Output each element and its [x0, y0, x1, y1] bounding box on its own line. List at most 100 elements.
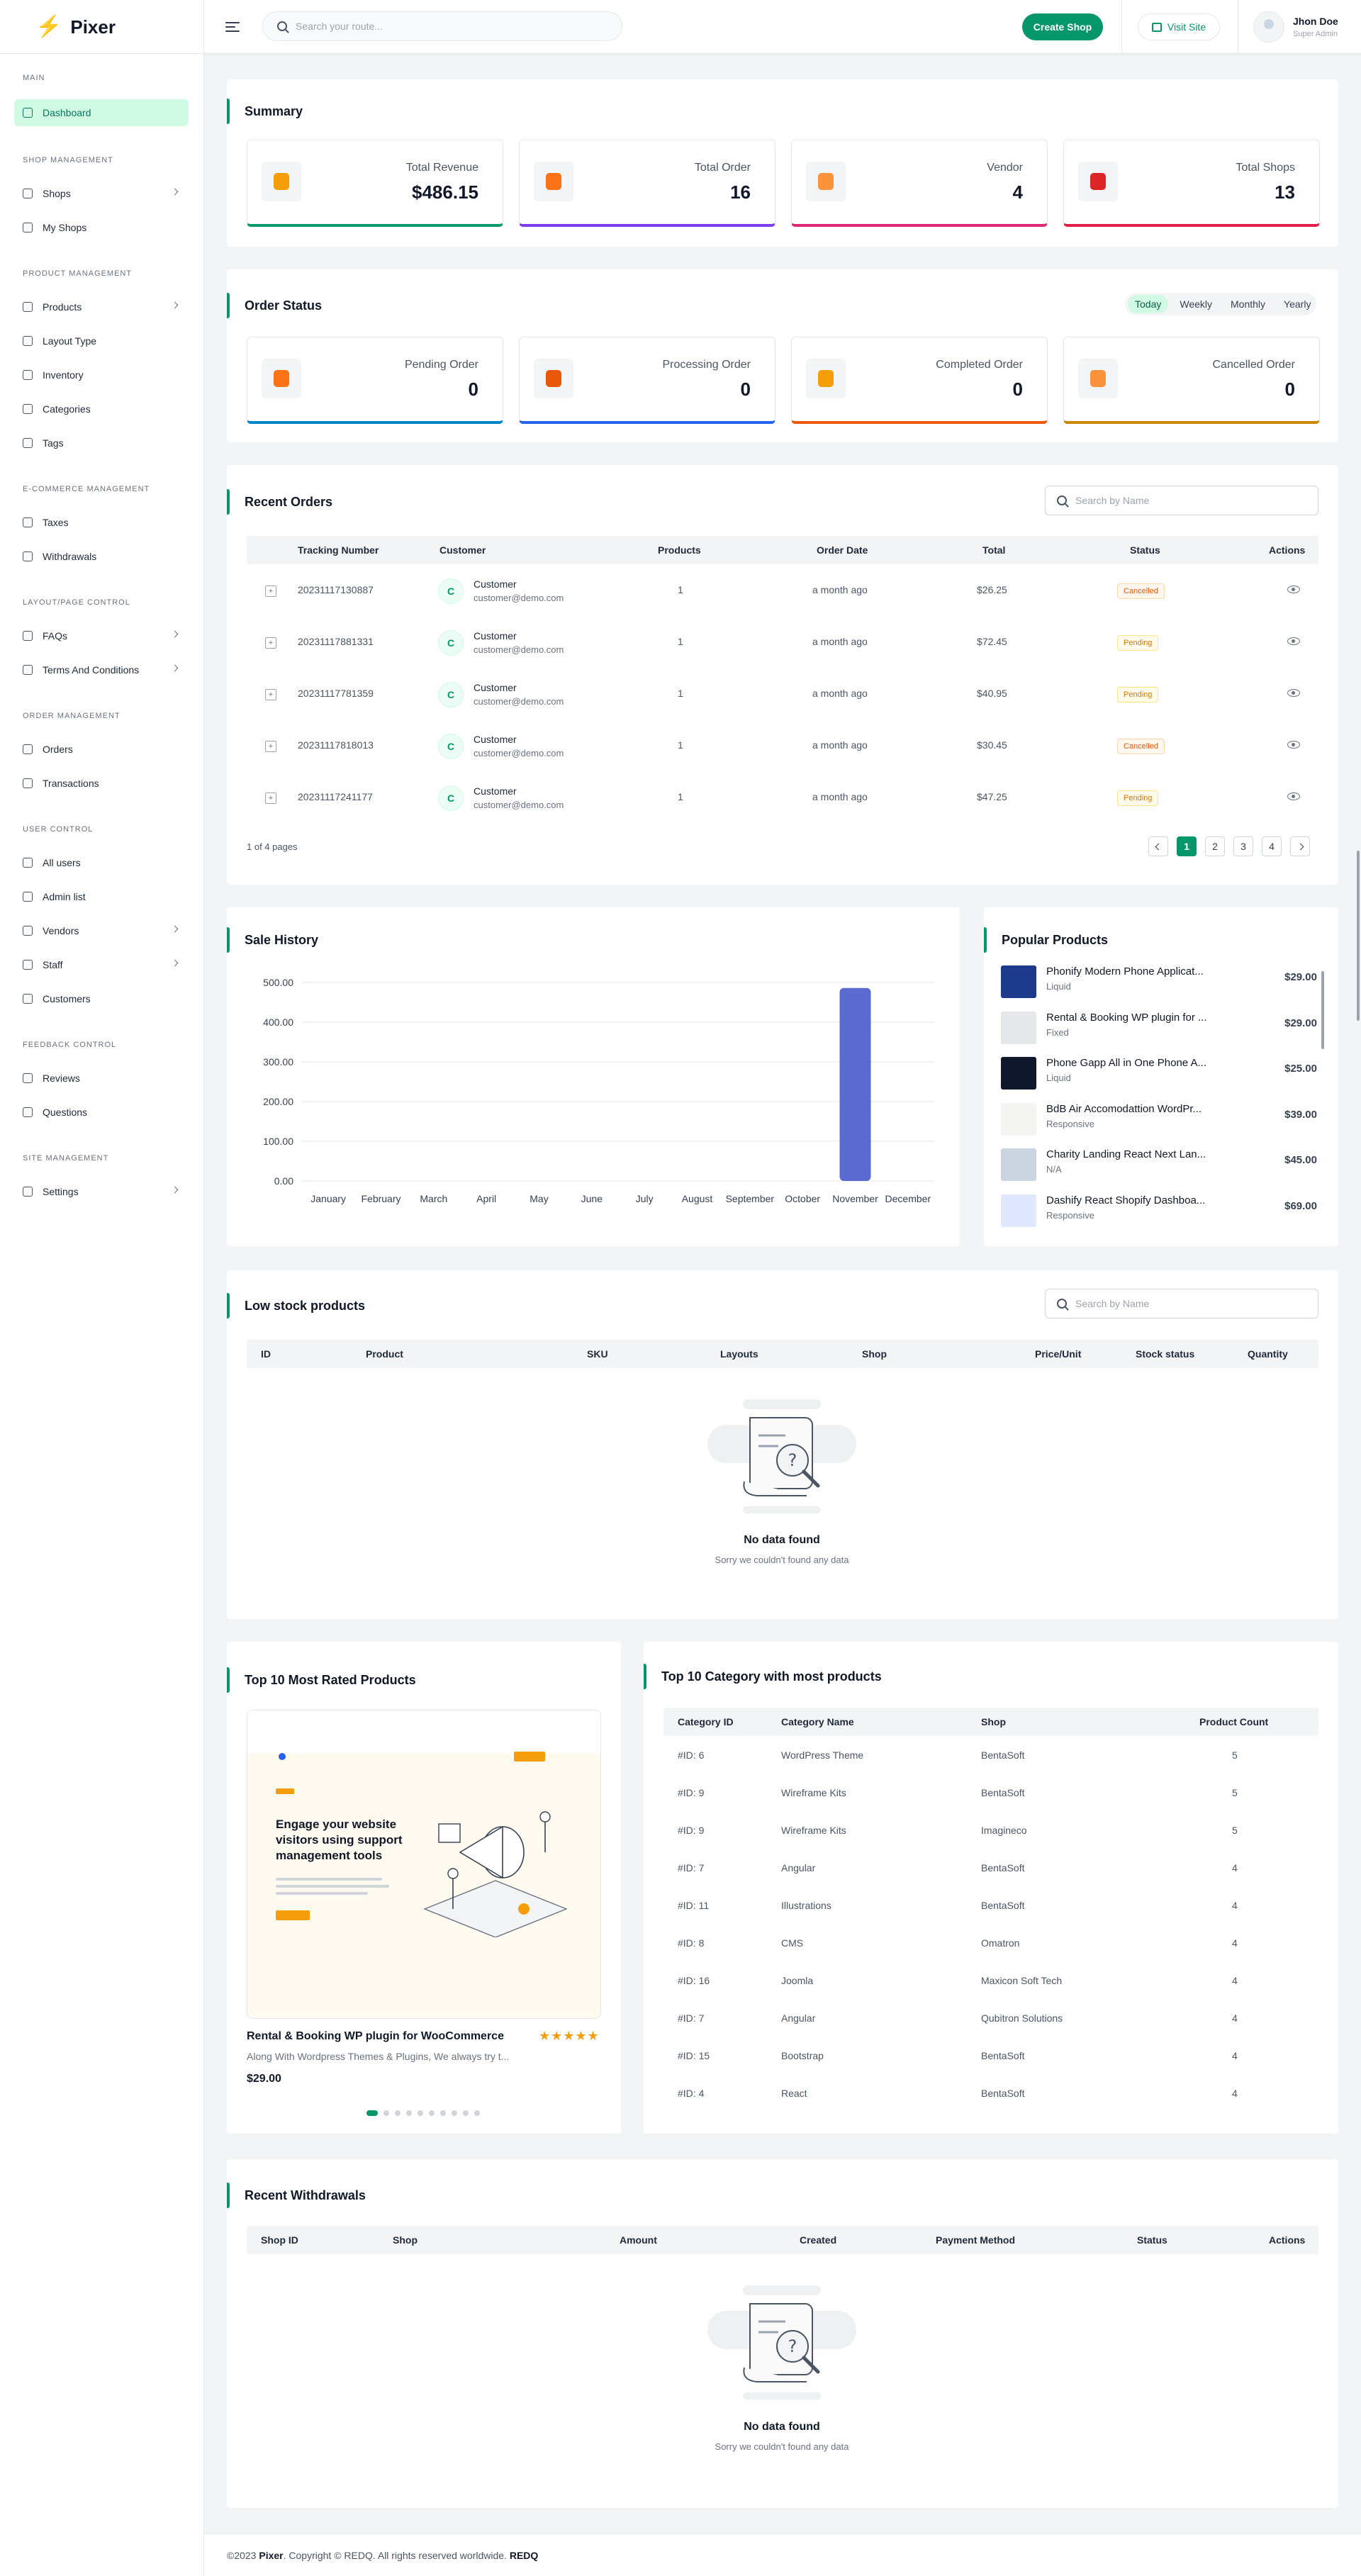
col-created[interactable]: Created: [800, 2234, 837, 2246]
eye-icon[interactable]: [1287, 793, 1300, 800]
bar[interactable]: [839, 987, 871, 1181]
sidebar-item-categories[interactable]: Categories: [14, 396, 189, 422]
brand[interactable]: ⚡ Pixer: [0, 0, 204, 54]
table-row[interactable]: + 20231117241177 C Customer customer@dem…: [247, 771, 1318, 823]
prev-page-button[interactable]: [1148, 836, 1168, 856]
carousel-dot[interactable]: [452, 2110, 457, 2116]
col-product[interactable]: Product: [366, 1348, 403, 1360]
col-tracking[interactable]: Tracking Number: [298, 544, 379, 556]
table-row[interactable]: + 20231117781359 C Customer customer@dem…: [247, 668, 1318, 719]
sidebar-item-taxes[interactable]: Taxes: [14, 509, 189, 536]
sidebar-item-tags[interactable]: Tags: [14, 430, 189, 457]
col-stock-status[interactable]: Stock status: [1136, 1348, 1195, 1360]
sidebar-item-my-shops[interactable]: My Shops: [14, 214, 189, 241]
col-price-unit[interactable]: Price/Unit: [1035, 1348, 1082, 1360]
table-row[interactable]: #ID: 6 WordPress Theme BentaSoft 5: [644, 1737, 1318, 1774]
col-shop-id[interactable]: Shop ID: [261, 2234, 298, 2246]
col-layouts[interactable]: Layouts: [720, 1348, 758, 1360]
product-preview-image[interactable]: Engage your website visitors using suppo…: [247, 1710, 601, 2019]
create-shop-button[interactable]: Create Shop: [1022, 13, 1103, 40]
visit-site-button[interactable]: Visit Site: [1138, 13, 1220, 40]
sidebar-item-products[interactable]: Products: [14, 293, 189, 320]
sidebar-item-inventory[interactable]: Inventory: [14, 362, 189, 388]
footer-company-link[interactable]: REDQ: [509, 2550, 539, 2561]
global-search-input[interactable]: [296, 21, 593, 32]
sidebar-item-customers[interactable]: Customers: [14, 985, 189, 1012]
product-name[interactable]: Phone Gapp All in One Phone A...: [1046, 1057, 1206, 1069]
table-row[interactable]: #ID: 7 Angular BentaSoft 4: [644, 1849, 1318, 1887]
table-row[interactable]: #ID: 9 Wireframe Kits Imagineco 5: [644, 1812, 1318, 1849]
page-2-button[interactable]: 2: [1205, 836, 1225, 856]
col-quantity[interactable]: Quantity: [1248, 1348, 1288, 1360]
table-row[interactable]: #ID: 11 Illustrations BentaSoft 4: [644, 1887, 1318, 1925]
sidebar-item-dashboard[interactable]: Dashboard: [14, 99, 189, 126]
col-category-id[interactable]: Category ID: [678, 1716, 734, 1727]
sidebar-item-vendors[interactable]: Vendors: [14, 917, 189, 944]
col-category-shop[interactable]: Shop: [981, 1716, 1006, 1727]
col-amount[interactable]: Amount: [620, 2234, 657, 2246]
sidebar-item-layout-type[interactable]: Layout Type: [14, 327, 189, 354]
page-4-button[interactable]: 4: [1262, 836, 1282, 856]
sidebar-item-faqs[interactable]: FAQs: [14, 622, 189, 649]
sidebar-item-questions[interactable]: Questions: [14, 1099, 189, 1126]
sidebar-item-withdrawals[interactable]: Withdrawals: [14, 543, 189, 570]
col-status[interactable]: Status: [1137, 2234, 1167, 2246]
carousel-dot[interactable]: [418, 2110, 423, 2116]
col-shop[interactable]: Shop: [862, 1348, 887, 1360]
tab-monthly[interactable]: Monthly: [1231, 298, 1266, 310]
carousel-dot[interactable]: [395, 2110, 401, 2116]
list-item[interactable]: Charity Landing React Next Lan... N/A $4…: [1001, 1148, 1317, 1194]
col-status[interactable]: Status: [1130, 544, 1160, 556]
expand-row-icon[interactable]: +: [265, 741, 276, 752]
tab-weekly[interactable]: Weekly: [1180, 298, 1213, 310]
next-page-button[interactable]: [1290, 836, 1310, 856]
footer-brand[interactable]: Pixer: [259, 2550, 284, 2561]
carousel-dot[interactable]: [463, 2110, 469, 2116]
col-products[interactable]: Products: [658, 544, 701, 556]
expand-row-icon[interactable]: +: [265, 689, 276, 700]
carousel-dot[interactable]: [366, 2110, 378, 2116]
sidebar-item-admin-list[interactable]: Admin list: [14, 883, 189, 910]
col-total[interactable]: Total: [982, 544, 1006, 556]
page-1-button[interactable]: 1: [1177, 836, 1197, 856]
table-row[interactable]: + 20231117818013 C Customer customer@dem…: [247, 719, 1318, 771]
page-scrollbar[interactable]: [1357, 851, 1360, 1021]
col-id[interactable]: ID: [261, 1348, 271, 1360]
expand-row-icon[interactable]: +: [265, 793, 276, 804]
sidebar-item-all-users[interactable]: All users: [14, 849, 189, 876]
expand-row-icon[interactable]: +: [265, 586, 276, 597]
table-row[interactable]: #ID: 16 Joomla Maxicon Soft Tech 4: [644, 1962, 1318, 2000]
list-item[interactable]: Phonify Modern Phone Applicat... Liquid …: [1001, 965, 1317, 1011]
product-name[interactable]: Charity Landing React Next Lan...: [1046, 1148, 1206, 1160]
table-row[interactable]: #ID: 9 Wireframe Kits BentaSoft 5: [644, 1774, 1318, 1812]
low-stock-search-input[interactable]: [1075, 1298, 1302, 1309]
product-name[interactable]: Dashify React Shopify Dashboa...: [1046, 1194, 1206, 1206]
sidebar-item-orders[interactable]: Orders: [14, 736, 189, 763]
product-name[interactable]: Rental & Booking WP plugin for ...: [1046, 1011, 1207, 1024]
eye-icon[interactable]: [1287, 741, 1300, 749]
table-row[interactable]: #ID: 8 CMS Omatron 4: [644, 1925, 1318, 1962]
table-row[interactable]: #ID: 7 Angular Qubitron Solutions 4: [644, 2000, 1318, 2037]
product-name[interactable]: BdB Air Accomodattion WordPr...: [1046, 1102, 1202, 1115]
eye-icon[interactable]: [1287, 637, 1300, 645]
sidebar-item-terms[interactable]: Terms And Conditions: [14, 656, 189, 683]
col-category-name[interactable]: Category Name: [781, 1716, 854, 1727]
table-row[interactable]: #ID: 4 React BentaSoft 4: [644, 2075, 1318, 2112]
list-item[interactable]: BdB Air Accomodattion WordPr... Responsi…: [1001, 1102, 1317, 1148]
sidebar-item-staff[interactable]: Staff: [14, 951, 189, 978]
sidebar-item-reviews[interactable]: Reviews: [14, 1065, 189, 1092]
carousel-dot[interactable]: [383, 2110, 389, 2116]
product-name[interactable]: Phonify Modern Phone Applicat...: [1046, 965, 1204, 978]
eye-icon[interactable]: [1287, 689, 1300, 697]
orders-search-input[interactable]: [1075, 495, 1302, 506]
page-3-button[interactable]: 3: [1233, 836, 1253, 856]
popular-scrollbar[interactable]: [1321, 971, 1324, 1049]
table-row[interactable]: + 20231117881331 C Customer customer@dem…: [247, 616, 1318, 668]
col-order-date[interactable]: Order Date: [817, 544, 868, 556]
col-customer[interactable]: Customer: [439, 544, 486, 556]
avatar[interactable]: [1253, 11, 1284, 43]
expand-row-icon[interactable]: +: [265, 637, 276, 649]
list-item[interactable]: Phone Gapp All in One Phone A... Liquid …: [1001, 1057, 1317, 1102]
eye-icon[interactable]: [1287, 586, 1300, 593]
sidebar-item-shops[interactable]: Shops: [14, 180, 189, 207]
